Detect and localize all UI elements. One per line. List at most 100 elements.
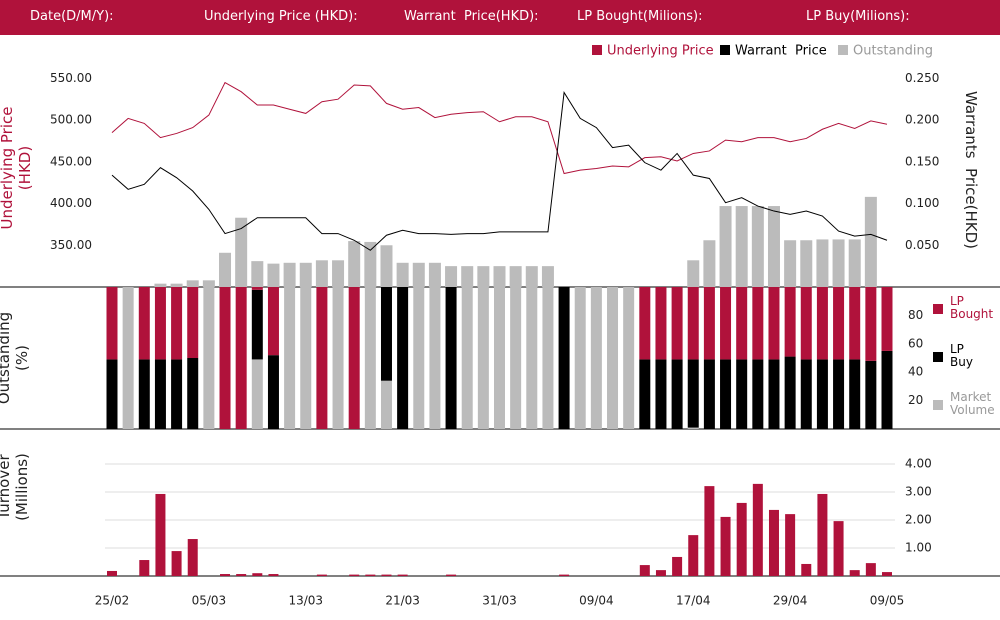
turnover-bar <box>833 521 844 576</box>
outstanding-bar <box>170 283 183 287</box>
stack-segment <box>348 287 360 429</box>
outstanding-bar <box>396 262 409 287</box>
outstanding-bar <box>784 240 797 287</box>
outstanding-bar <box>315 260 328 287</box>
price-line <box>111 81 888 175</box>
stack-segment <box>138 359 150 429</box>
header-bar: Date(D/M/Y): Underlying Price (HKD): War… <box>0 0 1000 35</box>
stack-segment <box>413 287 425 429</box>
stack-segment <box>849 287 861 360</box>
stack-segment <box>703 359 715 429</box>
outstanding-bar <box>703 240 716 287</box>
y-tick-label: 1.00 <box>905 541 932 555</box>
outstanding-bar <box>509 266 522 287</box>
stack-segment <box>752 359 764 429</box>
stack-segment <box>138 287 150 360</box>
outstanding-bar <box>525 266 538 287</box>
stack-segment <box>687 359 699 428</box>
header-field: Underlying Price (HKD): <box>204 9 358 24</box>
stack-segment <box>639 359 651 429</box>
x-tick-label: 13/03 <box>288 594 323 608</box>
y-tick-label: 550.00 <box>50 71 92 85</box>
stack-segment <box>397 287 409 429</box>
x-tick-label: 29/04 <box>773 594 808 608</box>
stack-segment <box>203 287 215 429</box>
y-tick-label: 20 <box>908 393 923 407</box>
legend-label: Outstanding <box>853 44 933 59</box>
x-tick-label: 05/03 <box>192 594 227 608</box>
outstanding-bar <box>299 262 312 287</box>
y-tick-label: 350.00 <box>50 238 92 252</box>
stack-segment <box>171 287 183 360</box>
stack-segment <box>171 359 183 429</box>
x-tick-label: 31/03 <box>482 594 517 608</box>
turnover-bar <box>865 563 876 576</box>
stack-segment <box>187 287 199 358</box>
turnover-bar <box>720 516 731 576</box>
stack-segment <box>671 287 683 360</box>
stack-segment <box>574 287 586 429</box>
stack-segment <box>881 350 893 429</box>
stack-segment <box>251 287 263 290</box>
turnover-bar <box>381 574 392 576</box>
y-tick-label: 80 <box>908 308 923 322</box>
turnover-bar <box>801 563 812 576</box>
header-field: Date(D/M/Y): <box>30 9 114 24</box>
x-tick-label: 21/03 <box>385 594 420 608</box>
stack-segment <box>590 287 602 429</box>
outstanding-bar <box>348 241 361 287</box>
header-field: LP Buy(Milions): <box>806 9 910 24</box>
turnover-bar <box>849 570 860 576</box>
turnover-bar <box>639 565 650 576</box>
turnover-bar <box>817 493 828 576</box>
outstanding-bar <box>800 240 813 287</box>
outstanding-bar <box>767 206 780 287</box>
stack-segment <box>267 287 279 356</box>
stack-segment <box>154 359 166 429</box>
y-tick-label: 2.00 <box>905 513 932 527</box>
x-tick-label: 25/02 <box>95 594 130 608</box>
turnover-bar <box>236 574 247 576</box>
turnover-bar <box>672 556 683 576</box>
outstanding-bar <box>541 266 554 287</box>
y-tick-label: 500.00 <box>50 113 92 127</box>
legend-swatch <box>838 45 848 55</box>
stack-segment <box>833 287 845 360</box>
turnover-bar <box>155 493 166 576</box>
stack-segment <box>445 287 457 429</box>
outstanding-bar <box>267 263 280 287</box>
y-tick-label: 60 <box>908 336 923 350</box>
legend-label: LP Bought <box>950 294 994 321</box>
stack-segment <box>494 287 505 429</box>
stack-segment <box>816 359 828 429</box>
stack-segment <box>816 287 828 360</box>
legend-swatch <box>592 45 602 55</box>
outstanding-bar <box>832 239 845 287</box>
stack-segment <box>720 359 732 429</box>
legend-label: LP Buy <box>950 342 973 369</box>
stack-segment <box>623 287 635 429</box>
stack-segment <box>235 287 247 429</box>
legend-swatch <box>933 352 943 362</box>
y-tick-label: 3.00 <box>905 485 932 499</box>
stack-segment <box>784 356 796 429</box>
stack-segment <box>639 287 651 360</box>
turnover-bar <box>559 574 570 576</box>
y-axis-title: Underlying Price (HKD) <box>0 106 34 230</box>
outstanding-bar <box>445 266 458 287</box>
stack-segment <box>736 359 748 429</box>
y2-tick-label: 0.200 <box>905 113 939 127</box>
y2-tick-label: 0.150 <box>905 154 939 168</box>
stack-segment <box>800 287 812 360</box>
outstanding-bar <box>687 260 700 287</box>
stack-segment <box>881 287 893 351</box>
outstanding-bar <box>219 252 232 287</box>
y-tick-label: 4.00 <box>905 457 932 471</box>
stack-segment <box>300 287 312 429</box>
stack-segment <box>332 287 344 429</box>
stack-segment <box>284 287 296 429</box>
outstanding-bar <box>202 280 215 287</box>
legend-swatch <box>933 400 943 410</box>
stack-segment <box>380 287 392 381</box>
